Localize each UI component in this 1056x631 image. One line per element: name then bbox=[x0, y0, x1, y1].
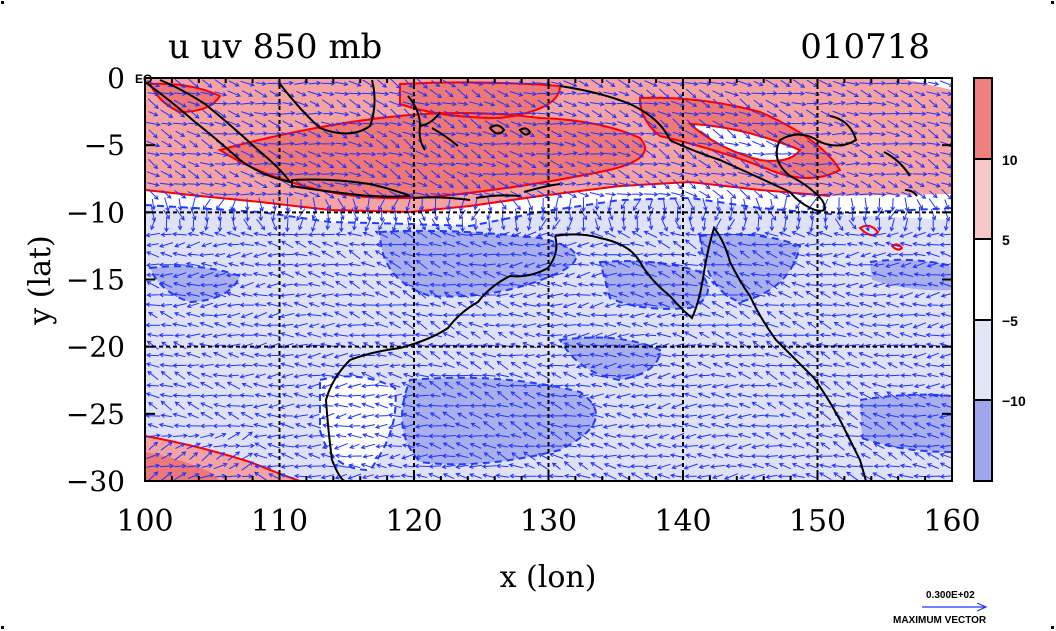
coastlines bbox=[145, 79, 918, 481]
vector-key: 0.300E+02 MAXIMUM VECTOR bbox=[893, 590, 988, 626]
map-panel bbox=[145, 78, 952, 481]
coastline-java bbox=[291, 178, 411, 198]
colorbar-tick-label: −5 bbox=[1002, 313, 1018, 329]
strong-westerly-region bbox=[220, 113, 645, 199]
coastline-maluku bbox=[488, 124, 532, 136]
coastline-new-guinea bbox=[559, 85, 858, 212]
vector-key-value: 0.300E+02 bbox=[926, 590, 975, 601]
coastline-sumatra bbox=[145, 79, 293, 184]
colorbar-frame bbox=[973, 77, 993, 482]
y-tick-label: −10 bbox=[66, 196, 125, 229]
colorbar-band bbox=[974, 400, 992, 481]
x-tick-label: 110 bbox=[251, 504, 308, 539]
colorbar-band bbox=[974, 320, 992, 400]
x-axis-label: x (lon) bbox=[500, 560, 597, 595]
y-axis-label: y (lat) bbox=[23, 235, 58, 325]
colorbar-band bbox=[974, 159, 992, 239]
wind-vector-field bbox=[145, 78, 952, 481]
y-tick-label: −5 bbox=[84, 129, 125, 162]
x-tick-label: 120 bbox=[385, 504, 442, 539]
x-tick-label: 100 bbox=[116, 504, 173, 539]
coastline-bismarck bbox=[883, 151, 918, 197]
colorbar: 10 5 −5 −10 bbox=[973, 77, 1026, 482]
coastline-australia-north bbox=[554, 225, 867, 481]
strong-westerly-region bbox=[400, 82, 560, 118]
x-tick-label: 150 bbox=[789, 504, 846, 539]
x-tick-label: 130 bbox=[520, 504, 577, 539]
coastline-sulawesi bbox=[407, 95, 459, 151]
colorbar-tick-label: 10 bbox=[1002, 152, 1018, 168]
corner-mark bbox=[1051, 626, 1054, 629]
vector-key-caption: MAXIMUM VECTOR bbox=[893, 615, 987, 626]
equator-label: EQ bbox=[135, 72, 152, 86]
x-tick-label: 160 bbox=[923, 504, 980, 539]
y-tick-label: 0 bbox=[107, 62, 125, 95]
y-tick-label: −30 bbox=[66, 465, 125, 498]
coastline-sunda-islands bbox=[414, 183, 561, 201]
strong-easterly-region bbox=[600, 261, 708, 309]
x-axis-tick-labels: 100 110 120 130 140 150 160 bbox=[116, 504, 980, 539]
frame-ticks bbox=[144, 77, 953, 482]
colorbar-band bbox=[974, 239, 992, 320]
colorbar-tick-label: −10 bbox=[1002, 393, 1026, 409]
strong-easterly-region bbox=[860, 394, 952, 452]
x-tick-label: 140 bbox=[654, 504, 711, 539]
corner-mark bbox=[1051, 1, 1054, 4]
plot-title: u uv 850 mb bbox=[168, 27, 382, 67]
y-tick-label: −20 bbox=[66, 331, 125, 364]
coastline-borneo bbox=[279, 79, 376, 135]
colorbar-tick-label: 5 bbox=[1002, 232, 1010, 248]
y-tick-label: −25 bbox=[66, 398, 125, 431]
strong-easterly-region bbox=[380, 230, 576, 297]
corner-mark bbox=[1, 626, 4, 629]
coastline-australia bbox=[324, 235, 558, 481]
corner-mark bbox=[1, 1, 4, 4]
y-tick-label: −15 bbox=[66, 264, 125, 297]
y-axis-tick-labels: 0 −5 −10 −15 −20 −25 −30 bbox=[66, 62, 125, 498]
colorbar-band bbox=[974, 78, 992, 159]
wind-arrows bbox=[145, 78, 952, 481]
date-stamp: 010718 bbox=[800, 27, 930, 67]
graticule bbox=[145, 78, 952, 481]
